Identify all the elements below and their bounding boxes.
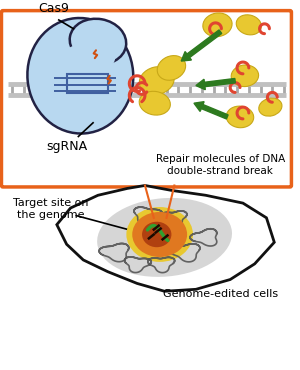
- Polygon shape: [181, 51, 191, 61]
- Ellipse shape: [139, 91, 170, 115]
- Ellipse shape: [126, 207, 193, 262]
- Text: Cas9: Cas9: [38, 2, 69, 15]
- Text: Genome-edited cells: Genome-edited cells: [163, 289, 278, 299]
- Ellipse shape: [226, 106, 254, 128]
- Ellipse shape: [157, 56, 186, 80]
- Text: Target site on
the genome: Target site on the genome: [13, 198, 89, 220]
- Ellipse shape: [97, 198, 232, 277]
- Ellipse shape: [61, 43, 115, 73]
- Ellipse shape: [27, 18, 133, 134]
- Ellipse shape: [70, 19, 126, 64]
- Ellipse shape: [132, 212, 187, 257]
- Polygon shape: [185, 30, 222, 58]
- Polygon shape: [196, 79, 205, 90]
- Polygon shape: [57, 185, 274, 291]
- Polygon shape: [194, 102, 204, 111]
- Ellipse shape: [203, 13, 232, 37]
- Text: Repair molecules of DNA
double-strand break: Repair molecules of DNA double-strand br…: [156, 154, 285, 176]
- Ellipse shape: [142, 222, 171, 247]
- Ellipse shape: [259, 98, 282, 116]
- Ellipse shape: [236, 15, 261, 35]
- Bar: [67, 74, 108, 93]
- Ellipse shape: [231, 65, 259, 87]
- Polygon shape: [200, 104, 228, 119]
- Text: sgRNA: sgRNA: [46, 141, 87, 154]
- Polygon shape: [202, 78, 236, 87]
- FancyBboxPatch shape: [2, 11, 291, 187]
- Ellipse shape: [139, 67, 174, 95]
